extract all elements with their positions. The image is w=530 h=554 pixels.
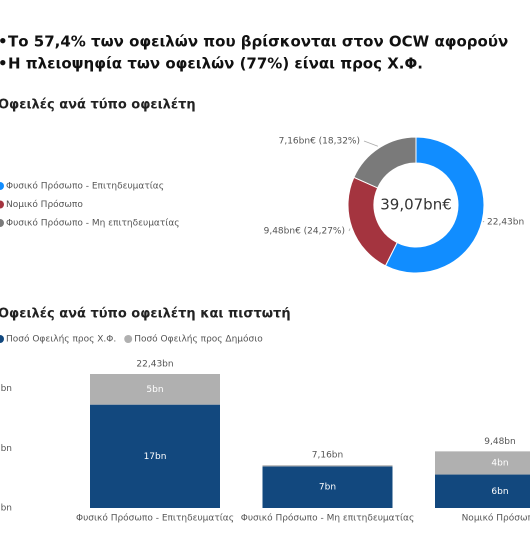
legend-swatch (0, 200, 4, 209)
bar-segment (90, 404, 220, 508)
y-tick-label: 0bn (0, 504, 12, 514)
bar-segment (435, 451, 530, 475)
legend-swatch (0, 182, 4, 190)
donut-center: 39,07bn€ (380, 196, 452, 214)
data-label: 17bn (144, 452, 167, 462)
y-tick-label: 20bn (0, 384, 12, 394)
legend-label: Φυσικό Πρόσωπο - Μη επιτηδευματίας (6, 218, 180, 229)
leader-line (348, 228, 351, 232)
x-tick-label: Φυσικό Πρόσωπο - Επιτηδευματίας (76, 513, 234, 524)
legend-swatch (124, 335, 133, 343)
data-label: 22,43bn (487, 218, 524, 228)
data-label: 5bn (146, 385, 163, 395)
leader-line (482, 220, 485, 223)
bar-segment (262, 466, 393, 508)
bullet-glyph: • (0, 55, 8, 73)
bullet: Η πλειοψηφία των οφειλών (77%) είναι προ… (8, 55, 423, 73)
legend-swatch (0, 219, 4, 227)
data-label: 7,16bn€ (18,32%) (279, 137, 360, 147)
total-label: 9,48bn (484, 437, 515, 447)
legend-label: Φυσικό Πρόσωπο - Επιτηδευματίας (6, 181, 164, 192)
bar-segment (435, 474, 530, 508)
data-label: 6bn (491, 487, 508, 497)
y-tick-label: 10bn (0, 444, 12, 454)
legend-label: Ποσό Οφειλής προς Δημόσιο (134, 334, 263, 345)
total-label: 7,16bn (312, 451, 343, 461)
data-label: 4bn (491, 458, 508, 468)
bullet-glyph: • (0, 33, 8, 51)
x-tick-label: Φυσικό Πρόσωπο - Μη επιτηδευματίας (241, 513, 415, 524)
total-label: 22,43bn (136, 360, 173, 370)
data-label: 7bn (319, 483, 336, 493)
bullet: Το 57,4% των οφειλών που βρίσκονται στον… (8, 33, 508, 51)
legend-label: Ποσό Οφειλής προς Χ.Φ. (6, 334, 116, 345)
legend-label: Νομικό Πρόσωπο (6, 199, 83, 210)
data-label: 9,48bn€ (24,27%) (264, 227, 345, 237)
leader-line (363, 140, 379, 147)
legend-swatch (0, 335, 4, 343)
donut-slice (384, 136, 485, 274)
chart-title: Οφειλές ανά τύπο οφειλέτη και πιστωτή (0, 307, 291, 322)
bar-segment (90, 374, 220, 405)
x-tick-label: Νομικό Πρόσωπο (462, 513, 530, 524)
donut-slice (353, 136, 417, 189)
chart-title: Οφειλές ανά τύπο οφειλέτη (0, 98, 196, 113)
bar-segment (262, 465, 393, 467)
